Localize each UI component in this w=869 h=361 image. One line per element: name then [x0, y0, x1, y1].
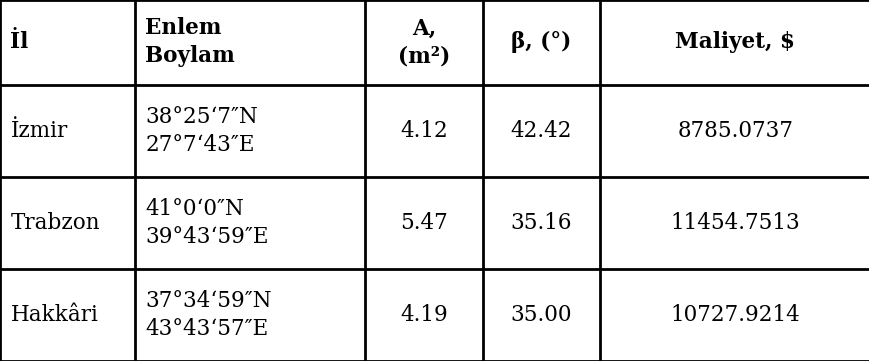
Text: 42.42: 42.42 [510, 120, 572, 142]
Text: Maliyet, $: Maliyet, $ [674, 31, 794, 53]
Text: A,
(m²): A, (m²) [397, 17, 450, 68]
Text: İzmir: İzmir [10, 120, 68, 142]
Text: İl: İl [10, 31, 29, 53]
Text: 4.19: 4.19 [400, 304, 448, 326]
Text: 38°25‘7″N
27°7‘43″E: 38°25‘7″N 27°7‘43″E [145, 106, 258, 156]
Text: β, (°): β, (°) [511, 31, 571, 53]
Text: 10727.9214: 10727.9214 [669, 304, 799, 326]
Text: 41°0‘0″N
39°43‘59″E: 41°0‘0″N 39°43‘59″E [145, 198, 269, 248]
Text: 11454.7513: 11454.7513 [669, 212, 799, 234]
Text: 35.00: 35.00 [510, 304, 572, 326]
Text: 37°34‘59″N
43°43‘57″E: 37°34‘59″N 43°43‘57″E [145, 290, 272, 340]
Text: Enlem
Boylam: Enlem Boylam [145, 17, 235, 68]
Text: Hakkâri: Hakkâri [10, 304, 98, 326]
Text: 4.12: 4.12 [400, 120, 448, 142]
Text: 35.16: 35.16 [510, 212, 572, 234]
Text: Trabzon: Trabzon [10, 212, 100, 234]
Text: 5.47: 5.47 [400, 212, 448, 234]
Text: 8785.0737: 8785.0737 [676, 120, 793, 142]
